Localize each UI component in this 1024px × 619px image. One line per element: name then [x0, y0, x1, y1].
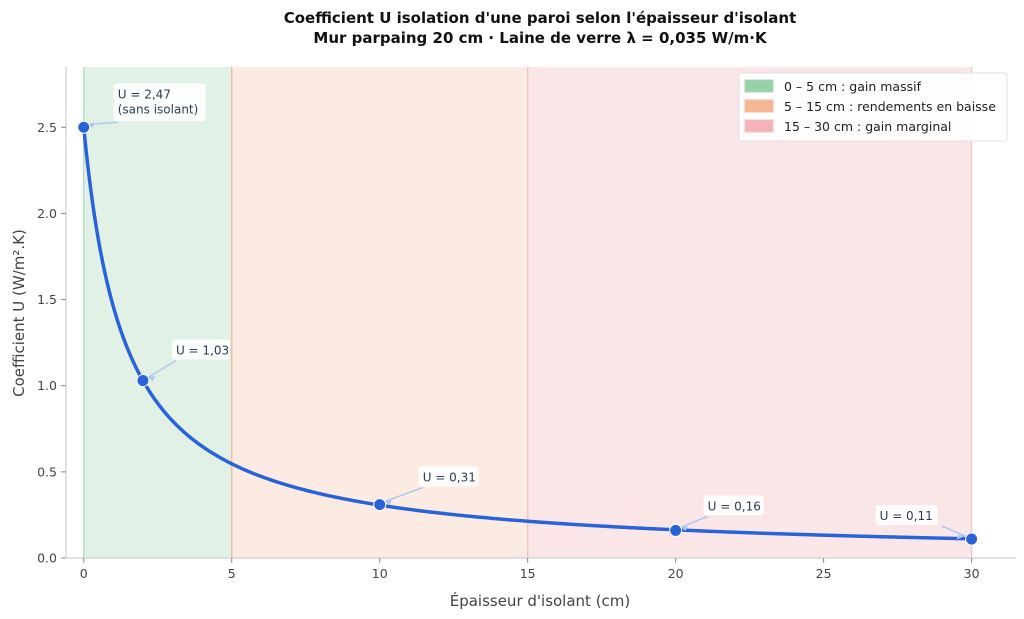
annotation-arrow	[147, 359, 177, 379]
x-tick-label: 30	[964, 566, 980, 581]
zone-band-2	[527, 67, 972, 558]
annotation-label: U = 0,16	[708, 499, 761, 513]
legend-box	[738, 72, 1008, 142]
y-tick-label: 0.5	[37, 464, 57, 479]
annotation-box	[418, 466, 479, 487]
data-point-1	[136, 374, 150, 388]
legend-swatch-2	[744, 119, 774, 133]
x-axis-label: Épaisseur d'isolant (cm)	[450, 591, 631, 610]
zones-layer	[83, 67, 973, 558]
x-tick-label: 0	[80, 566, 88, 581]
chart-title: Coefficient U isolation d'une paroi selo…	[284, 9, 797, 27]
axes-layer	[65, 67, 1016, 559]
annotation-arrow	[384, 486, 423, 503]
annotations-layer: U = 2,47(sans isolant) U = 1,03 U = 0,31 U …	[87, 83, 966, 540]
legend-entry-0: 0 – 5 cm : gain massif	[784, 79, 922, 94]
x-tick-label: 10	[372, 566, 388, 581]
annotation-box	[113, 83, 206, 122]
annotation-arrow	[680, 515, 708, 529]
data-point-2	[373, 498, 387, 512]
x-tick-label: 5	[228, 566, 236, 581]
y-tick-label: 0.0	[37, 551, 57, 566]
annotation-arrowhead	[87, 122, 95, 128]
data-point-3	[669, 523, 683, 537]
annotation-label: U = 0,11	[880, 509, 933, 523]
data-point-4	[965, 532, 979, 546]
ticks-layer: 0 5 10 15 20 25 30 0.0 0.5 1.0 1.5 2.0 2.5	[37, 120, 979, 581]
legend-entry-2: 15 – 30 cm : gain marginal	[784, 119, 951, 134]
annotation-arrowhead	[956, 534, 966, 540]
annotation-4: U = 0,11	[875, 505, 966, 540]
curve-layer	[82, 125, 974, 541]
annotation-1: U = 1,03	[147, 339, 230, 382]
annotation-box	[703, 495, 764, 516]
zone-band-1	[231, 67, 528, 558]
annotation-arrowhead	[384, 500, 392, 506]
annotation-label: U = 0,31	[423, 471, 476, 485]
annotation-arrowhead	[680, 525, 688, 531]
annotation-label: U = 2,47	[118, 87, 171, 101]
u-curve-line	[82, 125, 974, 541]
x-tick-label: 25	[816, 566, 832, 581]
annotation-0: U = 2,47(sans isolant)	[87, 83, 206, 128]
legend-entry-1: 5 – 15 cm : rendements en baisse	[784, 99, 996, 114]
legend-swatch-0	[744, 79, 774, 93]
data-point-0	[77, 120, 91, 134]
annotation-arrowhead	[147, 376, 155, 382]
annotation-box	[171, 339, 230, 360]
y-tick-label: 2.0	[37, 206, 57, 221]
legend-swatch-1	[744, 99, 774, 113]
annotation-arrow	[941, 525, 966, 537]
annotation-label: U = 1,03	[176, 344, 229, 358]
annotation-box	[875, 505, 938, 526]
y-tick-label: 2.5	[37, 120, 57, 135]
legend: 0 – 5 cm : gain massif 5 – 15 cm : rendem…	[738, 72, 1008, 142]
x-tick-label: 20	[668, 566, 684, 581]
chart-subtitle: Mur parpaing 20 cm · Laine de verre λ = …	[313, 29, 768, 47]
annotation-2: U = 0,31	[384, 466, 479, 506]
annotation-3: U = 0,16	[680, 495, 764, 531]
zone-band-0	[83, 67, 232, 558]
points-layer	[77, 120, 979, 546]
y-tick-label: 1.0	[37, 378, 57, 393]
annotation-label: (sans isolant)	[118, 102, 199, 116]
y-tick-label: 1.5	[37, 292, 57, 307]
x-tick-label: 15	[520, 566, 536, 581]
y-axis-label: Coefficient U (W/m².K)	[10, 229, 28, 397]
